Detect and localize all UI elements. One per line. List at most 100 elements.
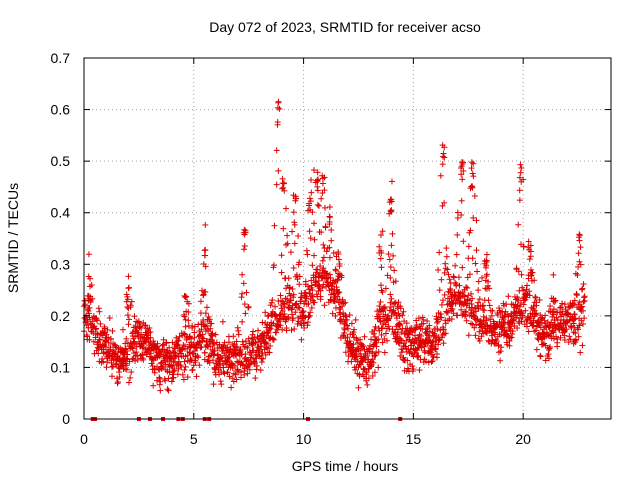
data-point [169, 363, 176, 370]
data-point [225, 339, 232, 346]
data-point [135, 329, 142, 336]
data-point [321, 302, 328, 309]
data-point [124, 351, 131, 358]
data-point [443, 245, 450, 252]
data-point [197, 298, 204, 305]
data-point [231, 347, 238, 354]
data-point [578, 286, 585, 293]
data-point [318, 195, 325, 202]
data-point [258, 359, 265, 366]
data-point [388, 242, 395, 249]
data-point [161, 357, 168, 364]
data-point [83, 332, 90, 339]
data-point [191, 323, 198, 330]
data-point [306, 312, 313, 319]
data-point [207, 325, 214, 332]
data-point [163, 339, 170, 346]
data-point [195, 321, 202, 328]
data-point [274, 121, 281, 128]
data-point [209, 330, 216, 337]
data-point [235, 331, 242, 338]
data-point [131, 313, 138, 320]
data-point [234, 324, 241, 331]
data-point [116, 373, 123, 380]
data-point [208, 336, 215, 343]
data-point [271, 222, 278, 229]
data-point [252, 375, 259, 382]
data-point [242, 351, 249, 358]
data-point [517, 161, 524, 168]
data-point [190, 362, 197, 369]
data-point [473, 247, 480, 254]
data-point [139, 352, 146, 359]
data-point [454, 214, 461, 221]
data-point [196, 339, 203, 346]
data-point [219, 345, 226, 352]
data-point [280, 225, 287, 232]
data-point [212, 331, 219, 338]
data-point [278, 252, 285, 259]
x-tick-label: 15 [406, 431, 422, 447]
data-point [322, 224, 329, 231]
y-tick-label: 0.2 [51, 308, 71, 324]
data-point [146, 324, 153, 331]
data-point [228, 384, 235, 391]
data-point [304, 319, 311, 326]
data-point [311, 252, 318, 259]
data-point [516, 187, 523, 194]
data-point [436, 249, 443, 256]
data-point [459, 176, 466, 183]
data-point [291, 240, 298, 247]
data-point [123, 355, 130, 362]
data-point [389, 230, 396, 237]
data-point [102, 338, 109, 345]
data-point [320, 254, 327, 261]
data-point [180, 376, 187, 383]
data-point [301, 324, 308, 331]
data-point [465, 332, 472, 339]
data-point [239, 361, 246, 368]
data-point [377, 282, 384, 289]
data-point [202, 288, 209, 295]
data-point [187, 355, 194, 362]
data-point [577, 349, 584, 356]
x-tick-label: 20 [515, 431, 531, 447]
data-point [328, 227, 335, 234]
data-point [126, 379, 133, 386]
data-point [198, 326, 205, 333]
data-point [140, 344, 147, 351]
data-point [554, 339, 561, 346]
data-point [166, 350, 173, 357]
data-point [224, 358, 231, 365]
data-point [441, 154, 448, 161]
data-point [505, 293, 512, 300]
data-point [387, 291, 394, 298]
data-point [88, 282, 95, 289]
data-point [156, 381, 163, 388]
data-point [497, 357, 504, 364]
data-points [81, 98, 588, 421]
data-point [291, 221, 298, 228]
data-point [283, 205, 290, 212]
data-point [103, 364, 110, 371]
data-point [262, 309, 269, 316]
data-point [485, 297, 492, 304]
data-point [475, 287, 482, 294]
data-point [527, 253, 534, 260]
data-point [208, 320, 215, 327]
data-point [185, 309, 192, 316]
data-point [314, 201, 321, 208]
data-point [280, 184, 287, 191]
data-point [516, 197, 523, 204]
data-point [202, 221, 209, 228]
data-point [339, 296, 346, 303]
data-point [214, 351, 221, 358]
data-point [175, 358, 182, 365]
data-point [250, 328, 257, 335]
data-point [272, 303, 279, 310]
data-point [186, 349, 193, 356]
data-point [115, 379, 122, 386]
data-point [147, 347, 154, 354]
data-point [361, 333, 368, 340]
data-point [218, 355, 225, 362]
